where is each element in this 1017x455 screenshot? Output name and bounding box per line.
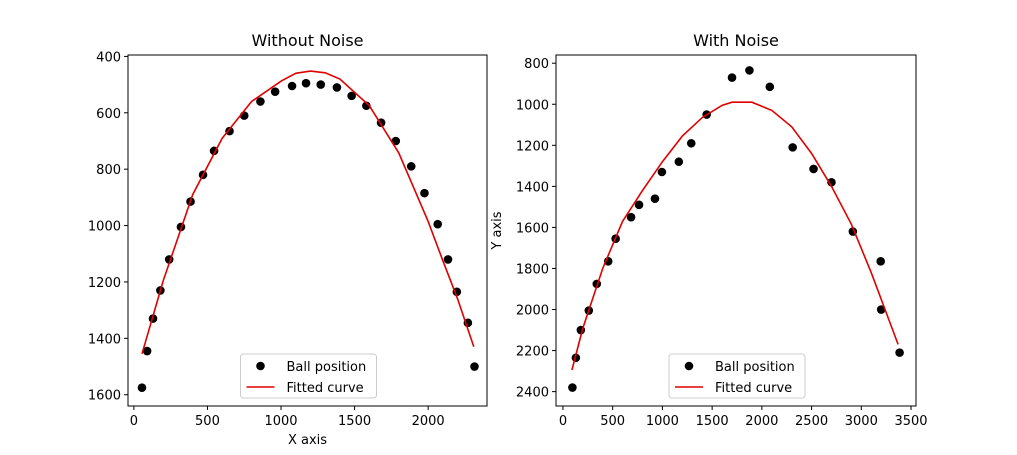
ball-position-point bbox=[568, 383, 577, 392]
x-tick-label: 1000 bbox=[646, 414, 679, 429]
ball-position-point bbox=[650, 194, 660, 203]
legend-label: Fitted curve bbox=[287, 381, 364, 396]
y-tick-label: 2400 bbox=[516, 386, 549, 401]
legend-label: Ball position bbox=[715, 360, 795, 375]
legend-marker-swatch bbox=[256, 361, 265, 371]
ball-position-point bbox=[727, 73, 737, 82]
y-tick-label: 2000 bbox=[516, 304, 549, 319]
ball-position-point bbox=[137, 383, 147, 392]
ball-position-point bbox=[347, 91, 356, 101]
y-tick-label: 1200 bbox=[516, 139, 549, 154]
x-tick-label: 0 bbox=[559, 414, 567, 429]
ball-position-point bbox=[420, 188, 429, 198]
ball-position-point bbox=[745, 66, 754, 75]
ball-position-point bbox=[657, 167, 667, 177]
ball-position-point bbox=[626, 212, 636, 222]
x-tick-label: 3500 bbox=[894, 414, 927, 429]
y-tick-label: 1000 bbox=[516, 98, 549, 113]
ball-position-point bbox=[362, 101, 371, 111]
ball-position-point bbox=[876, 305, 886, 314]
ball-position-point bbox=[256, 97, 265, 106]
ball-position-point bbox=[686, 138, 696, 148]
x-tick-label: 2000 bbox=[412, 414, 445, 429]
x-tick-label: 1500 bbox=[696, 414, 729, 429]
y-tick-label: 1600 bbox=[516, 221, 549, 236]
ball-position-point bbox=[270, 87, 280, 96]
y-tick-label: 1400 bbox=[516, 180, 549, 195]
ball-position-point bbox=[827, 177, 836, 187]
plot-area bbox=[127, 54, 488, 407]
x-tick-label: 1000 bbox=[264, 414, 297, 429]
y-tick-label: 1000 bbox=[88, 220, 121, 235]
ball-position-point bbox=[225, 126, 234, 136]
x-tick-label: 500 bbox=[195, 414, 220, 429]
y-axis-label: Y axis bbox=[490, 211, 505, 250]
chart-title: With Noise bbox=[693, 31, 779, 50]
ball-position-point bbox=[765, 82, 775, 92]
y-tick-label: 1200 bbox=[88, 276, 121, 291]
legend: Ball position Fitted curve bbox=[240, 353, 377, 399]
ball-position-point bbox=[895, 348, 904, 357]
y-tick-label: 1800 bbox=[516, 262, 549, 277]
ball-position-point bbox=[443, 255, 453, 264]
x-tick-label: 1500 bbox=[338, 414, 371, 429]
ball-position-point bbox=[470, 362, 479, 371]
ball-position-point bbox=[788, 143, 797, 152]
chart-panel-1: Without Noise 0 500 1000 1500 2000 400 600 800 10… bbox=[88, 31, 488, 448]
y-tick-label: 600 bbox=[96, 107, 121, 122]
ball-position-point bbox=[287, 81, 297, 91]
ball-position-point bbox=[876, 256, 885, 266]
legend-label: Fitted curve bbox=[715, 381, 792, 396]
ball-position-point bbox=[332, 83, 342, 92]
ball-position-point bbox=[301, 78, 311, 88]
fitted-curve-line bbox=[141, 70, 475, 355]
legend-marker-swatch bbox=[684, 361, 694, 371]
plot-area bbox=[555, 54, 917, 407]
y-tick-label: 1400 bbox=[88, 332, 121, 347]
x-axis-label: X axis bbox=[288, 433, 327, 448]
x-tick-label: 2500 bbox=[795, 414, 828, 429]
y-tick-label: 1600 bbox=[88, 389, 121, 404]
ball-position-point bbox=[634, 200, 644, 210]
ball-position-point bbox=[674, 157, 684, 167]
chart-title: Without Noise bbox=[252, 31, 364, 50]
x-tick-label: 3000 bbox=[845, 414, 878, 429]
ball-position-point bbox=[433, 219, 443, 229]
ball-position-point bbox=[316, 80, 326, 89]
x-tick-label: 2000 bbox=[745, 414, 778, 429]
legend: Ball position Fitted curve bbox=[668, 353, 806, 399]
ball-position-point bbox=[809, 164, 818, 174]
legend-label: Ball position bbox=[287, 360, 367, 375]
fitted-curve-line bbox=[571, 101, 899, 371]
x-tick-label: 500 bbox=[600, 414, 625, 429]
y-tick-label: 800 bbox=[524, 57, 549, 72]
x-tick-label: 0 bbox=[130, 414, 138, 429]
y-tick-label: 2200 bbox=[516, 345, 549, 360]
y-tick-label: 400 bbox=[96, 50, 121, 65]
ball-position-point bbox=[142, 346, 152, 356]
y-tick-label: 800 bbox=[96, 163, 121, 178]
chart-panel-2: With Noise 0 500 1000 1500 2000 2500 3000 3500 80… bbox=[490, 31, 928, 429]
ball-position-point bbox=[406, 162, 416, 171]
ball-position-point bbox=[391, 136, 401, 146]
